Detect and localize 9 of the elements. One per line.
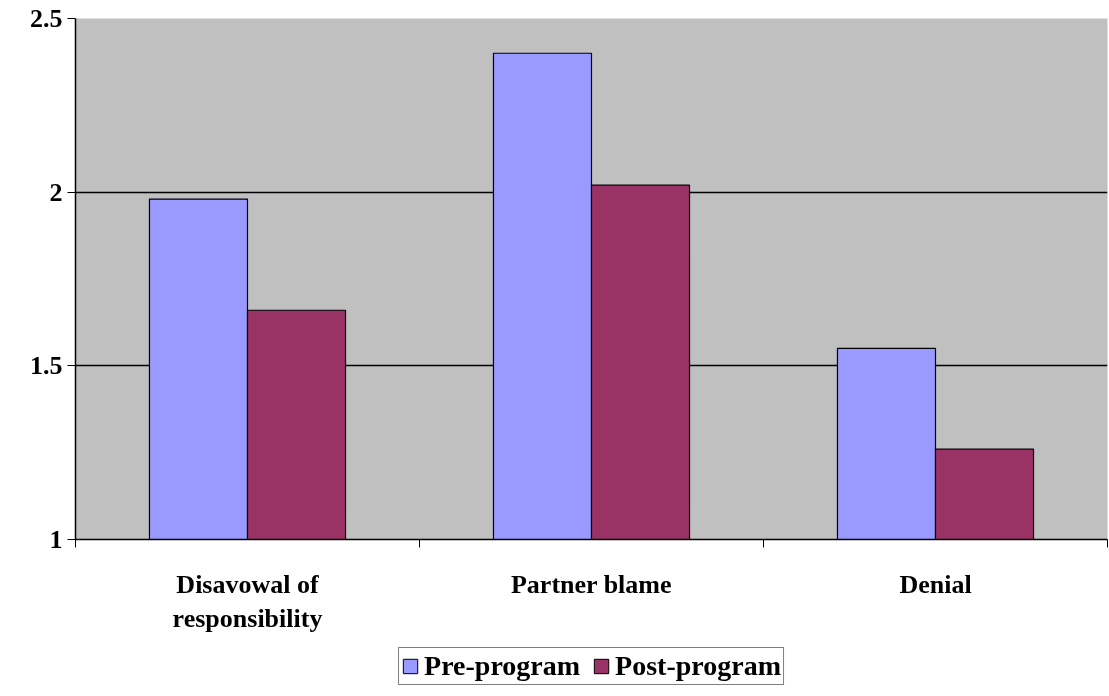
x-tick-label: Partner blame — [511, 569, 672, 599]
x-tick-label: Disavowal of responsibility — [172, 569, 323, 634]
legend-label: Pre-program — [424, 650, 581, 682]
y-tick-label: 2.5 — [30, 4, 63, 33]
legend-label: Post-program — [615, 650, 781, 682]
x-tick-label: Denial — [899, 569, 972, 599]
y-tick-label: 2 — [49, 177, 63, 207]
y-tick-label: 1 — [49, 525, 63, 554]
y-tick-label: 1.5 — [30, 351, 63, 381]
